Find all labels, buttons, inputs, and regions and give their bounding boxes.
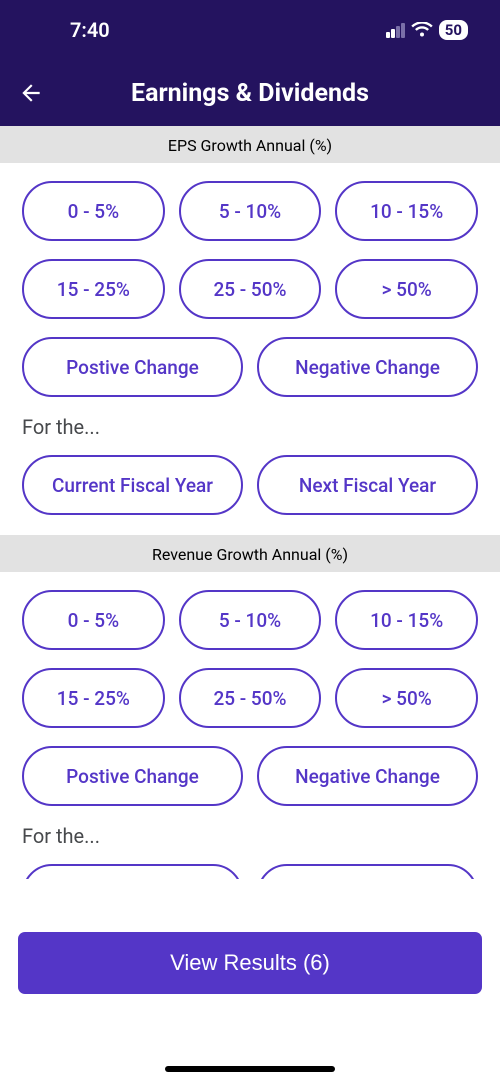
page-title: Earnings & Dividends	[0, 79, 500, 108]
section-header-revenue: Revenue Growth Annual (%)	[0, 535, 500, 572]
arrow-left-icon	[18, 80, 44, 106]
status-indicators: 50	[386, 20, 468, 40]
wifi-icon	[411, 22, 433, 38]
pill-rev-range-1[interactable]: 5 - 10%	[179, 590, 322, 650]
back-button[interactable]	[14, 76, 48, 110]
pill-rev-next-year[interactable]: Next Fiscal Year	[257, 864, 478, 879]
eps-subtext: For the...	[0, 407, 500, 443]
pill-rev-range-3[interactable]: 15 - 25%	[22, 668, 165, 728]
pill-eps-negative[interactable]: Negative Change	[257, 337, 478, 397]
revenue-change-options: Postive Change Negative Change	[0, 738, 500, 816]
eps-change-options: Postive Change Negative Change	[0, 329, 500, 407]
status-bar: 7:40 50	[0, 0, 500, 60]
pill-eps-range-3[interactable]: 15 - 25%	[22, 259, 165, 319]
pill-eps-positive[interactable]: Postive Change	[22, 337, 243, 397]
pill-eps-current-year[interactable]: Current Fiscal Year	[22, 455, 243, 515]
view-results-button[interactable]: View Results (6)	[18, 932, 482, 994]
cellular-icon	[386, 22, 405, 38]
pill-rev-negative[interactable]: Negative Change	[257, 746, 478, 806]
pill-eps-range-1[interactable]: 5 - 10%	[179, 181, 322, 241]
pill-rev-range-2[interactable]: 10 - 15%	[335, 590, 478, 650]
pill-eps-range-4[interactable]: 25 - 50%	[179, 259, 322, 319]
revenue-year-options: Current Fiscal Year Next Fiscal Year	[0, 852, 500, 879]
section-header-eps: EPS Growth Annual (%)	[0, 126, 500, 163]
revenue-subtext: For the...	[0, 816, 500, 852]
clock-text: 7:40	[70, 18, 110, 42]
pill-rev-positive[interactable]: Postive Change	[22, 746, 243, 806]
eps-range-options: 0 - 5% 5 - 10% 10 - 15% 15 - 25% 25 - 50…	[0, 163, 500, 329]
pill-rev-range-4[interactable]: 25 - 50%	[179, 668, 322, 728]
pill-eps-range-2[interactable]: 10 - 15%	[335, 181, 478, 241]
pill-rev-current-year[interactable]: Current Fiscal Year	[22, 864, 243, 879]
battery-level: 50	[445, 21, 462, 39]
pill-rev-range-5[interactable]: > 50%	[335, 668, 478, 728]
eps-year-options: Current Fiscal Year Next Fiscal Year	[0, 443, 500, 525]
pill-rev-range-0[interactable]: 0 - 5%	[22, 590, 165, 650]
pill-eps-range-5[interactable]: > 50%	[335, 259, 478, 319]
home-indicator	[165, 1066, 335, 1072]
pill-eps-range-0[interactable]: 0 - 5%	[22, 181, 165, 241]
battery-icon: 50	[439, 20, 468, 40]
nav-bar: Earnings & Dividends	[0, 60, 500, 126]
pill-eps-next-year[interactable]: Next Fiscal Year	[257, 455, 478, 515]
revenue-range-options: 0 - 5% 5 - 10% 10 - 15% 15 - 25% 25 - 50…	[0, 572, 500, 738]
